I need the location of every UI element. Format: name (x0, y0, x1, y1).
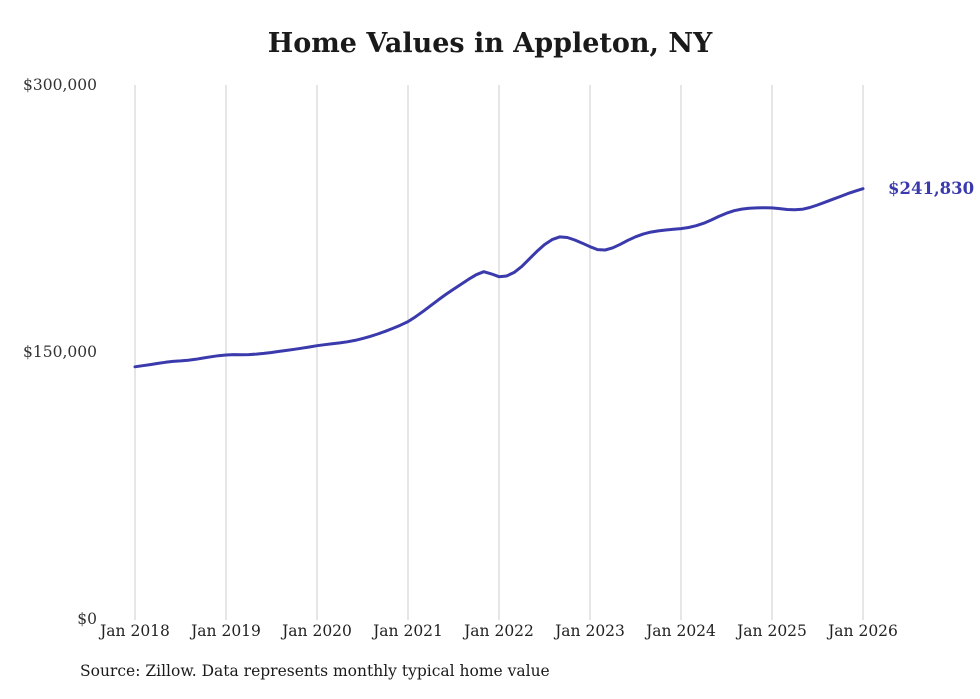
x-tick-label: Jan 2024 (646, 622, 716, 640)
x-tick-label: Jan 2022 (464, 622, 534, 640)
x-tick-label: Jan 2018 (100, 622, 170, 640)
latest-value-label: $241,830 (888, 178, 975, 198)
source-note: Source: Zillow. Data represents monthly … (80, 662, 550, 680)
x-tick-label: Jan 2019 (191, 622, 261, 640)
y-tick-label-300000: $300,000 (23, 76, 97, 94)
x-tick-label: Jan 2021 (373, 622, 443, 640)
x-tick-label: Jan 2020 (282, 622, 352, 640)
chart-title: Home Values in Appleton, NY (267, 28, 713, 59)
y-tick-label-150000: $150,000 (23, 343, 97, 361)
x-tick-label: Jan 2025 (737, 622, 807, 640)
home-value-line (133, 187, 865, 369)
x-tick-label: Jan 2026 (828, 622, 898, 640)
y-tick-label-0: $0 (77, 610, 97, 628)
x-tick-label: Jan 2023 (555, 622, 625, 640)
